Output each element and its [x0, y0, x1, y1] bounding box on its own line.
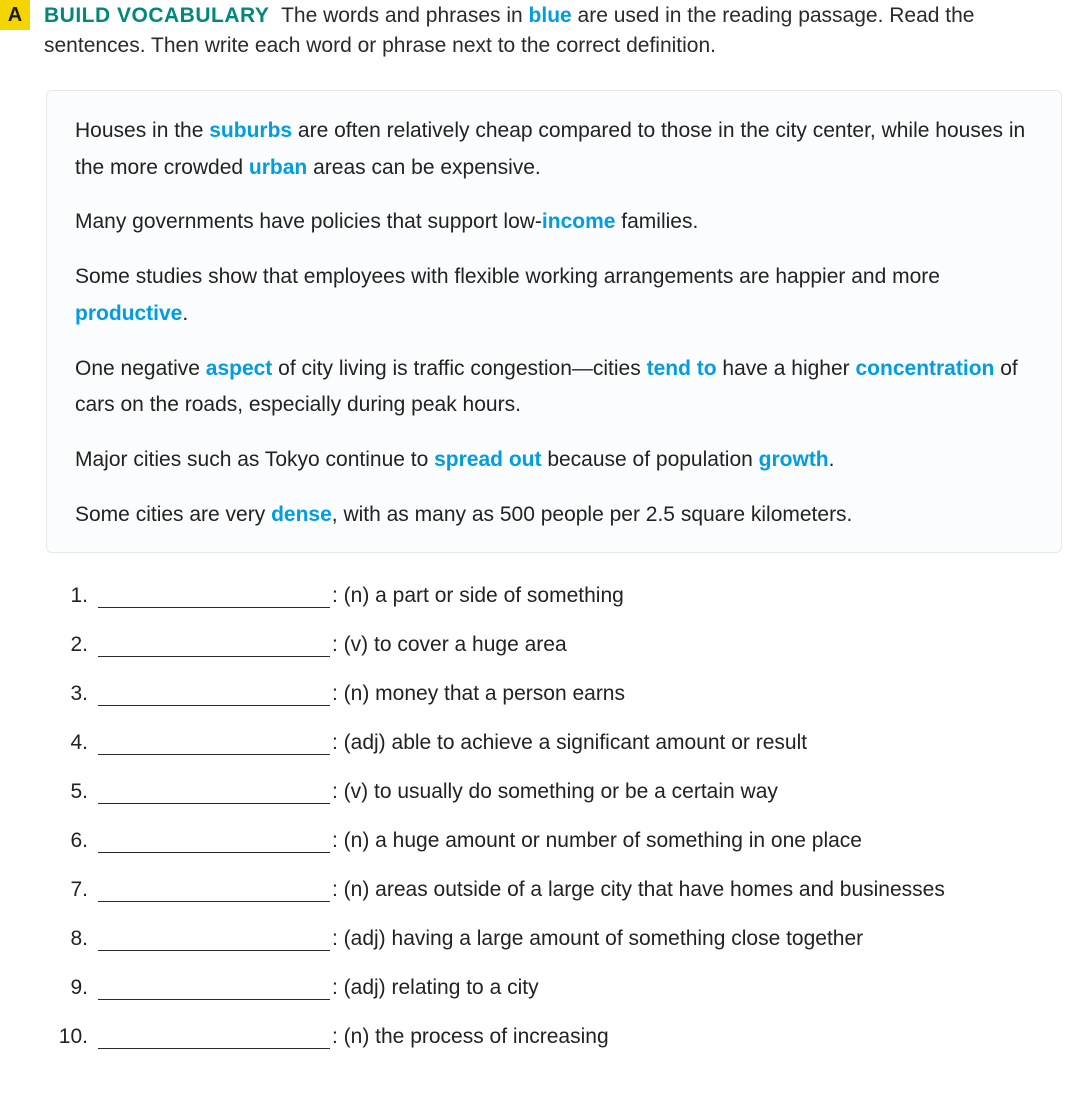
- definition-text: : (v) to usually do something or be a ce…: [330, 780, 778, 804]
- vocab-term-tend-to: tend to: [647, 357, 717, 380]
- answer-blank[interactable]: [98, 1024, 330, 1049]
- vocab-term-urban: urban: [249, 156, 307, 179]
- definition-number: 2.: [46, 633, 98, 657]
- definition-number: 8.: [46, 927, 98, 951]
- exercise-header: A BUILD VOCABULARY The words and phrases…: [0, 0, 1080, 62]
- vocab-term-productive: productive: [75, 302, 182, 325]
- exercise-title: BUILD VOCABULARY: [44, 4, 269, 27]
- definition-row: 8. : (adj) having a large amount of somet…: [46, 926, 1060, 951]
- sentence-text: .: [182, 302, 188, 325]
- definition-text: : (n) money that a person earns: [330, 682, 625, 706]
- vocab-term-suburbs: suburbs: [209, 119, 292, 142]
- definition-number: 7.: [46, 878, 98, 902]
- definition-number: 9.: [46, 976, 98, 1000]
- vocab-term-dense: dense: [271, 503, 332, 526]
- sentence-text: areas can be expensive.: [307, 156, 540, 179]
- sentence-text: .: [829, 448, 835, 471]
- example-sentence: Major cities such as Tokyo continue to s…: [75, 442, 1033, 479]
- intro-blue-word: blue: [529, 4, 572, 27]
- answer-blank[interactable]: [98, 975, 330, 1000]
- answer-blank[interactable]: [98, 632, 330, 657]
- definition-row: 3. : (n) money that a person earns: [46, 681, 1060, 706]
- sentence-text: families.: [615, 210, 698, 233]
- sentence-text: of city living is traffic congestion—cit…: [272, 357, 646, 380]
- vocab-term-income: income: [542, 210, 616, 233]
- worksheet-page: A BUILD VOCABULARY The words and phrases…: [0, 0, 1080, 1103]
- answer-blank[interactable]: [98, 926, 330, 951]
- answer-blank[interactable]: [98, 828, 330, 853]
- definition-text: : (n) areas outside of a large city that…: [330, 878, 945, 902]
- example-sentence: Some cities are very dense, with as many…: [75, 497, 1033, 534]
- definition-text: : (adj) having a large amount of somethi…: [330, 927, 863, 951]
- definition-text: : (n) a huge amount or number of somethi…: [330, 829, 862, 853]
- definition-number: 4.: [46, 731, 98, 755]
- definition-row: 6. : (n) a huge amount or number of somet…: [46, 828, 1060, 853]
- definition-number: 5.: [46, 780, 98, 804]
- answer-blank[interactable]: [98, 779, 330, 804]
- sentence-text: Major cities such as Tokyo continue to: [75, 448, 434, 471]
- sentence-text: Houses in the: [75, 119, 209, 142]
- exercise-instructions: BUILD VOCABULARY The words and phrases i…: [44, 0, 1034, 62]
- definition-text: : (adj) able to achieve a significant am…: [330, 731, 807, 755]
- answer-blank[interactable]: [98, 583, 330, 608]
- intro-text-1: The words and phrases in: [281, 4, 528, 27]
- vocab-term-aspect: aspect: [206, 357, 273, 380]
- exercise-badge: A: [0, 0, 30, 30]
- definition-text: : (adj) relating to a city: [330, 976, 539, 1000]
- example-sentence: Some studies show that employees with fl…: [75, 259, 1033, 333]
- definitions-list: 1. : (n) a part or side of something 2. : (…: [46, 583, 1060, 1049]
- definition-text: : (n) a part or side of something: [330, 584, 624, 608]
- sentence-text: One negative: [75, 357, 206, 380]
- definition-row: 1. : (n) a part or side of something: [46, 583, 1060, 608]
- vocab-term-concentration: concentration: [856, 357, 995, 380]
- sentence-text: Some cities are very: [75, 503, 271, 526]
- sentence-text: Many governments have policies that supp…: [75, 210, 542, 233]
- sentence-text: have a higher: [717, 357, 856, 380]
- definition-row: 4. : (adj) able to achieve a significant …: [46, 730, 1060, 755]
- example-sentence: Houses in the suburbs are often relative…: [75, 113, 1033, 187]
- example-sentence: Many governments have policies that supp…: [75, 204, 1033, 241]
- answer-blank[interactable]: [98, 681, 330, 706]
- answer-blank[interactable]: [98, 877, 330, 902]
- example-sentences-box: Houses in the suburbs are often relative…: [46, 90, 1062, 553]
- definition-text: : (v) to cover a huge area: [330, 633, 567, 657]
- sentence-text: because of population: [541, 448, 758, 471]
- definition-row: 5. : (v) to usually do something or be a …: [46, 779, 1060, 804]
- definition-row: 9. : (adj) relating to a city: [46, 975, 1060, 1000]
- definition-text: : (n) the process of increasing: [330, 1025, 609, 1049]
- definition-row: 7. : (n) areas outside of a large city th…: [46, 877, 1060, 902]
- example-sentence: One negative aspect of city living is tr…: [75, 351, 1033, 425]
- definition-number: 6.: [46, 829, 98, 853]
- sentence-text: , with as many as 500 people per 2.5 squ…: [332, 503, 853, 526]
- sentence-text: Some studies show that employees with fl…: [75, 265, 940, 288]
- vocab-term-growth: growth: [759, 448, 829, 471]
- definition-number: 10.: [46, 1025, 98, 1049]
- definition-row: 10. : (n) the process of increasing: [46, 1024, 1060, 1049]
- vocab-term-spread-out: spread out: [434, 448, 541, 471]
- definition-number: 1.: [46, 584, 98, 608]
- definition-row: 2. : (v) to cover a huge area: [46, 632, 1060, 657]
- definition-number: 3.: [46, 682, 98, 706]
- answer-blank[interactable]: [98, 730, 330, 755]
